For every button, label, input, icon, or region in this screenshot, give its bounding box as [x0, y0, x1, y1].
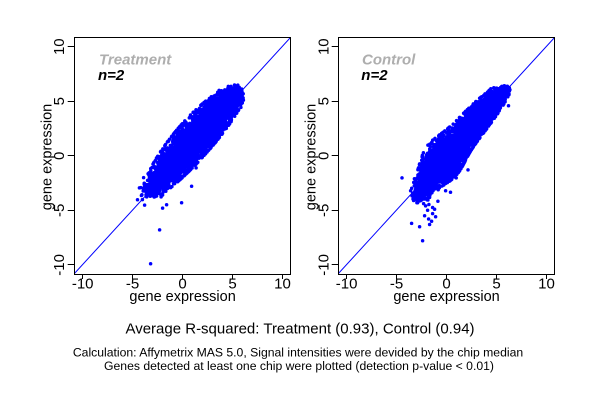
svg-text:Average R-squared: Treatment (: Average R-squared: Treatment (0.93), Con… — [125, 321, 474, 338]
svg-text:gene expression: gene expression — [129, 289, 235, 305]
svg-text:0: 0 — [442, 276, 450, 293]
svg-text:5: 5 — [51, 97, 68, 105]
svg-text:gene expression: gene expression — [39, 104, 55, 210]
svg-text:Treatment: Treatment — [99, 52, 172, 69]
svg-text:10: 10 — [316, 38, 333, 55]
svg-text:0: 0 — [51, 152, 68, 160]
svg-text:-5: -5 — [390, 276, 403, 293]
svg-text:5: 5 — [228, 276, 236, 293]
svg-text:gene expression: gene expression — [393, 289, 499, 305]
svg-text:gene expression: gene expression — [303, 104, 319, 210]
svg-text:n=2: n=2 — [361, 67, 388, 84]
svg-text:-5: -5 — [316, 204, 333, 217]
svg-text:n=2: n=2 — [98, 67, 125, 84]
svg-text:10: 10 — [274, 276, 291, 293]
svg-text:Control: Control — [362, 51, 416, 68]
svg-text:5: 5 — [492, 276, 500, 293]
svg-text:-5: -5 — [126, 276, 139, 293]
svg-text:-10: -10 — [72, 276, 94, 293]
svg-text:5: 5 — [316, 97, 333, 105]
svg-text:-10: -10 — [336, 276, 358, 293]
svg-text:Genes detected at least one ch: Genes detected at least one chip were pl… — [104, 359, 494, 373]
svg-text:10: 10 — [51, 38, 68, 55]
svg-text:0: 0 — [178, 276, 186, 293]
svg-text:0: 0 — [316, 152, 333, 160]
svg-text:10: 10 — [538, 276, 555, 293]
svg-text:-10: -10 — [316, 254, 333, 276]
svg-text:-10: -10 — [51, 254, 68, 276]
svg-text:Calculation: Affymetrix MAS 5.: Calculation: Affymetrix MAS 5.0, Signal … — [73, 346, 523, 360]
svg-text:-5: -5 — [51, 204, 68, 217]
